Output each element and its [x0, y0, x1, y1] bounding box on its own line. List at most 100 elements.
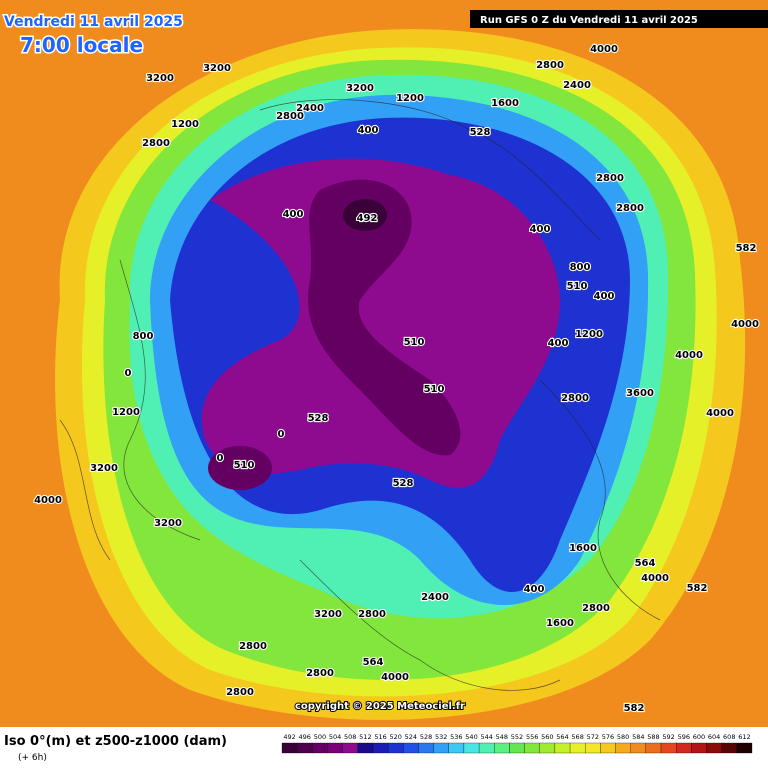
colorbar-label: 532 [435, 733, 447, 741]
footer-title: Iso 0°(m) et z500-z1000 (dam) [4, 734, 227, 749]
contour-label: 400 [548, 338, 569, 349]
colorbar-swatch [645, 742, 662, 754]
colorbar-swatch [387, 742, 404, 754]
coastlines [59, 99, 661, 691]
contour-label: 400 [524, 584, 545, 595]
contour-label: 3200 [154, 518, 182, 529]
contour-label: 2800 [358, 609, 386, 620]
colorbar-swatch [721, 742, 737, 754]
contour-label: 800 [133, 331, 154, 342]
colorbar-label: 548 [496, 733, 508, 741]
contour-label: 2400 [421, 592, 449, 603]
contour-label: 2800 [239, 641, 267, 652]
contour-label: 1200 [171, 119, 199, 130]
map-time: 7:00 locale [20, 33, 143, 57]
contour-label: 582 [687, 583, 708, 594]
low-center [343, 199, 387, 231]
band [201, 158, 560, 488]
contour-label: 1600 [491, 98, 519, 109]
colorbar-swatch [342, 742, 358, 754]
colorbar-swatch [554, 742, 571, 754]
contour-label: 582 [624, 703, 645, 714]
colorbar-swatch [660, 742, 677, 754]
contour-label: 0 [278, 429, 285, 440]
colorbar-swatch [281, 742, 298, 754]
colorbar-label: 604 [708, 733, 720, 741]
contour-label: 564 [363, 657, 384, 668]
map-fill [0, 0, 768, 727]
colorbar-label: 492 [283, 733, 295, 741]
colorbar-label: 508 [344, 733, 356, 741]
colorbar-label: 564 [556, 733, 568, 741]
contour-label: 1200 [396, 93, 424, 104]
colorbar-swatch [312, 742, 328, 754]
colorbar-label: 584 [632, 733, 644, 741]
contour-label: 400 [594, 291, 615, 302]
colorbar-swatch [524, 742, 540, 754]
colorbar-swatch [478, 742, 495, 754]
contour-label: 2400 [563, 80, 591, 91]
colorbar-swatch [569, 742, 586, 754]
colorbar-swatch [448, 742, 465, 754]
colorbar-swatch [433, 742, 449, 754]
colorbar-swatch [403, 742, 419, 754]
low-center [208, 446, 272, 490]
colorbar-label: 540 [465, 733, 477, 741]
contour-label: 400 [358, 125, 379, 136]
colorbar-label: 596 [678, 733, 690, 741]
contour-label: 3200 [203, 63, 231, 74]
colorbar-label: 516 [374, 733, 386, 741]
contour-label: 2800 [142, 138, 170, 149]
colorbar-label: 496 [299, 733, 311, 741]
contour-label: 1600 [569, 543, 597, 554]
contour-label: 2800 [306, 668, 334, 679]
band [308, 179, 461, 456]
colorbar-swatch [509, 742, 525, 754]
colorbar-label: 556 [526, 733, 538, 741]
contour-label: 3600 [626, 388, 654, 399]
contour-label: 400 [530, 224, 551, 235]
colorbar-label: 520 [389, 733, 401, 741]
run-box [470, 10, 768, 28]
contour-label: 400 [283, 209, 304, 220]
colorbar-label: 572 [587, 733, 599, 741]
colorbar-label: 544 [480, 733, 492, 741]
colorbar-label: 500 [314, 733, 326, 741]
colorbar-swatch [706, 742, 722, 754]
contour-label: 1200 [112, 407, 140, 418]
contour-label: 800 [570, 262, 591, 273]
colorbar-swatch [463, 742, 480, 754]
contour-label: 3200 [314, 609, 342, 620]
contour-label: 1200 [575, 329, 603, 340]
colorbar-swatch [691, 742, 707, 754]
colorbar-swatch [494, 742, 510, 754]
contour-label: 510 [404, 337, 425, 348]
colorbar: 492 496 500 504 508 512 516 520 524 528 532 536 540 5… [281, 733, 753, 754]
colorbar-label: 600 [693, 733, 705, 741]
contour-label: 4000 [641, 573, 669, 584]
contour-label: 528 [308, 413, 329, 424]
contour-label: 510 [424, 384, 445, 395]
map-date: Vendredi 11 avril 2025 [4, 14, 183, 30]
colorbar-swatch [600, 742, 616, 754]
colorbar-label: 612 [738, 733, 750, 741]
colorbar-label: 580 [617, 733, 629, 741]
colorbar-swatch [676, 742, 692, 754]
run-label: Run GFS 0 Z du Vendredi 11 avril 2025 [480, 15, 698, 26]
contour-label: 2400 [296, 103, 324, 114]
contour-label: 2800 [596, 173, 624, 184]
colorbar-label: 588 [647, 733, 659, 741]
contour-label: 4000 [706, 408, 734, 419]
colorbar-swatch [372, 742, 389, 754]
colorbar-label: 568 [571, 733, 583, 741]
contour-label: 528 [393, 478, 414, 489]
colorbar-label: 560 [541, 733, 553, 741]
contour-label: 4000 [590, 44, 618, 55]
contour-label: 2800 [276, 111, 304, 122]
contour-label: 0 [125, 368, 132, 379]
colorbar-label: 592 [662, 733, 674, 741]
colorbar-swatch [418, 742, 434, 754]
contour-label: 492 [357, 213, 378, 224]
